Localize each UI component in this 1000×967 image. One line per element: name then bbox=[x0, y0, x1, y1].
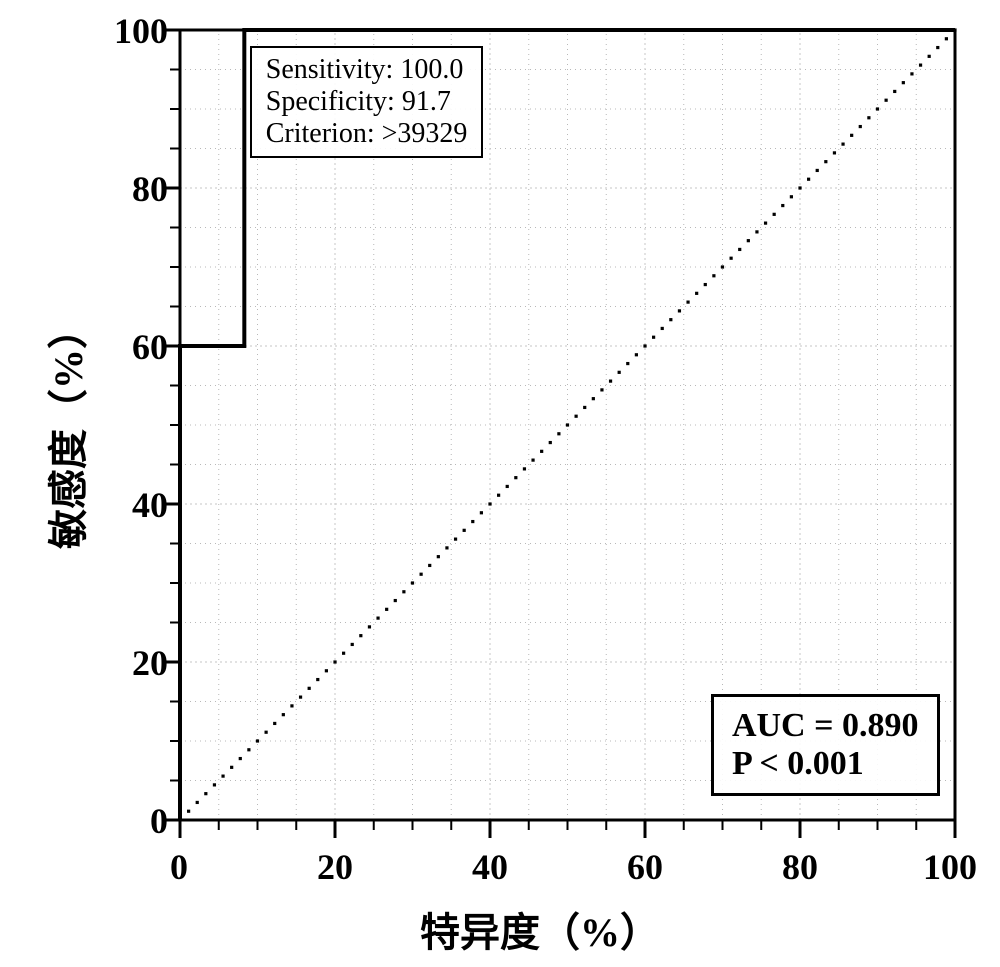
info-sensitivity: Sensitivity: 100.0 bbox=[266, 54, 468, 86]
x-tick-80: 80 bbox=[782, 846, 818, 888]
y-axis-label: 敏感度（%） bbox=[36, 309, 94, 549]
y-tick-80: 80 bbox=[132, 168, 168, 210]
y-tick-20: 20 bbox=[132, 642, 168, 684]
y-tick-0: 0 bbox=[150, 800, 168, 842]
x-tick-100: 100 bbox=[923, 846, 977, 888]
x-tick-20: 20 bbox=[317, 846, 353, 888]
roc-chart: 敏感度（%） 特异度（%） 0 20 40 60 80 100 0 20 40 … bbox=[0, 0, 1000, 967]
info-box: Sensitivity: 100.0 Specificity: 91.7 Cri… bbox=[250, 46, 484, 158]
y-tick-100: 100 bbox=[114, 10, 168, 52]
x-axis-label: 特异度（%） bbox=[420, 900, 660, 958]
stats-box: AUC = 0.890 P < 0.001 bbox=[711, 694, 940, 796]
x-tick-0: 0 bbox=[170, 846, 188, 888]
stats-pval: P < 0.001 bbox=[732, 745, 919, 783]
info-criterion: Criterion: >39329 bbox=[266, 118, 468, 150]
y-tick-40: 40 bbox=[132, 484, 168, 526]
x-tick-60: 60 bbox=[627, 846, 663, 888]
stats-auc: AUC = 0.890 bbox=[732, 707, 919, 745]
y-tick-60: 60 bbox=[132, 326, 168, 368]
info-specificity: Specificity: 91.7 bbox=[266, 86, 468, 118]
x-tick-40: 40 bbox=[472, 846, 508, 888]
